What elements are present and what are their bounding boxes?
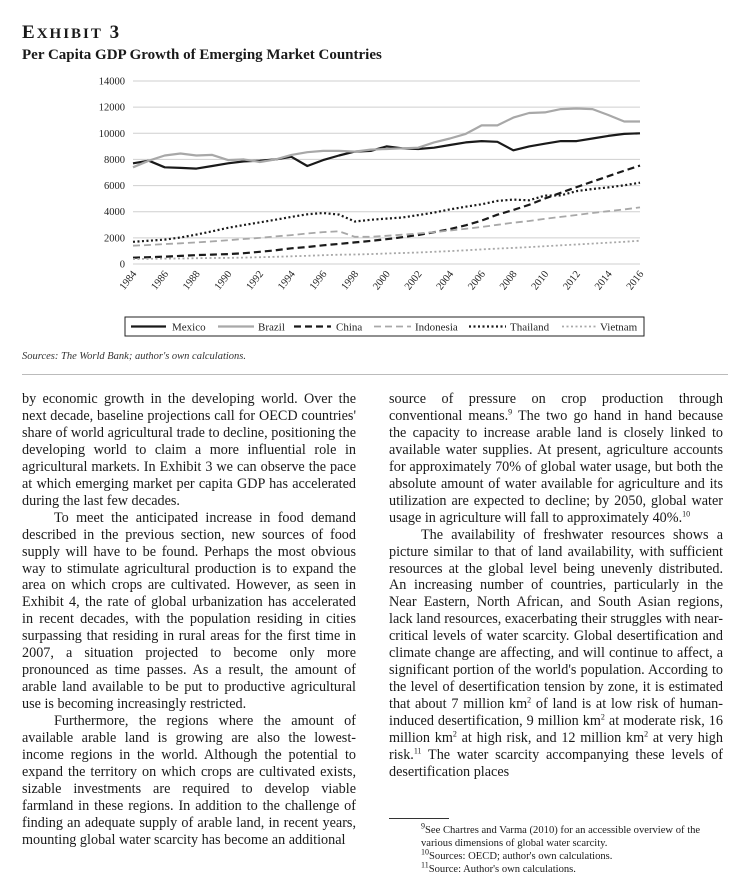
- y-tick-label: 6000: [104, 181, 125, 192]
- x-tick-label: 1986: [149, 269, 171, 292]
- paragraph-economic-growth: by economic growth in the developing wor…: [22, 391, 356, 509]
- x-tick-label: 2002: [403, 269, 425, 292]
- text-span: The availability of freshwater resources…: [389, 526, 723, 713]
- left-text-column: by economic growth in the developing wor…: [22, 391, 356, 849]
- x-tick-label: 1984: [118, 268, 140, 292]
- x-tick-label: 2000: [371, 269, 393, 292]
- exhibit-label-initial: E: [22, 22, 37, 43]
- text-span: of land is at low risk of human-induced …: [389, 696, 723, 730]
- y-tick-label: 10000: [99, 129, 125, 140]
- x-tick-label: 2014: [593, 268, 615, 292]
- legend-label-indonesia: Indonesia: [415, 322, 458, 334]
- exhibit-number: 3: [109, 22, 122, 43]
- footnote-ref-9[interactable]: 9: [508, 407, 513, 417]
- right-text-column: source of pressure on crop production th…: [389, 391, 723, 781]
- footnote-ref-10[interactable]: 10: [682, 508, 691, 518]
- legend-label-mexico: Mexico: [172, 322, 206, 334]
- superscript-squared: 2: [527, 695, 532, 705]
- text-span: source of pressure on crop production th…: [389, 391, 723, 424]
- superscript-squared: 2: [452, 729, 457, 739]
- x-tick-label: 2006: [466, 269, 488, 292]
- legend-label-brazil: Brazil: [258, 322, 285, 334]
- y-tick-label: 8000: [104, 155, 125, 166]
- gdp-line-chart: 0 2000 4000 6000 8000 10000 12000 14000 1984 1986…: [99, 77, 647, 337]
- x-tick-label: 2010: [530, 269, 552, 292]
- paragraph-food-demand: To meet the anticipated increase in food…: [22, 509, 356, 713]
- legend-label-thailand: Thailand: [510, 322, 550, 334]
- footnote-number: 10: [421, 847, 429, 857]
- footnote-ref-11[interactable]: 11: [413, 746, 422, 756]
- footnote-text: Sources: OECD; author's own calculations…: [429, 851, 613, 862]
- superscript-squared: 2: [600, 712, 605, 722]
- x-tick-label: 2012: [561, 269, 583, 292]
- series-line-indonesia: [132, 206, 641, 247]
- x-tick-label: 2004: [435, 268, 457, 292]
- text-span: The water scarcity accompanying these le…: [389, 747, 723, 780]
- footnote-11: 11Source: Author's own calculations.: [389, 860, 723, 876]
- text-span: at high risk, and 12 million km: [456, 730, 645, 747]
- x-tick-label: 1994: [276, 268, 298, 292]
- series-line-mexico: [132, 132, 641, 170]
- series-line-vietnam: [132, 239, 641, 260]
- y-tick-label: 4000: [104, 207, 125, 218]
- text-span: The two go hand in hand because the capa…: [389, 407, 724, 526]
- superscript-squared: 2: [644, 729, 649, 739]
- x-tick-label: 1996: [308, 269, 330, 292]
- footnote-text: Source: Author's own calculations.: [428, 864, 576, 875]
- y-tick-label: 0: [120, 260, 125, 271]
- footnotes: 9See Chartres and Varma (2010) for an ac…: [389, 821, 723, 876]
- paragraph-arable-land: Furthermore, the regions where the amoun…: [22, 713, 356, 848]
- paragraph-freshwater: The availability of freshwater resources…: [389, 527, 723, 781]
- section-divider: [22, 374, 728, 375]
- x-tick-label: 1992: [245, 269, 267, 292]
- footnote-10: 10Sources: OECD; author's own calculatio…: [389, 847, 723, 863]
- x-tick-label: 2008: [498, 269, 520, 292]
- footnote-text: See Chartres and Varma (2010) for an acc…: [421, 825, 701, 849]
- footnote-9: 9See Chartres and Varma (2010) for an ac…: [389, 821, 723, 850]
- x-tick-label: 2016: [625, 269, 647, 292]
- text-span: at moderate risk, 16 million km: [389, 713, 723, 747]
- legend-label-vietnam: Vietnam: [600, 322, 638, 334]
- exhibit-label: EXHIBIT 3: [22, 22, 121, 44]
- chart-sources-note: Sources: The World Bank; author's own ca…: [22, 351, 246, 362]
- footnote-number: 9: [421, 821, 425, 831]
- footnote-number: 11: [421, 860, 429, 870]
- y-tick-label: 14000: [99, 77, 125, 88]
- series-line-thailand: [132, 181, 641, 243]
- footnote-divider: [389, 818, 449, 819]
- chart-title: Per Capita GDP Growth of Emerging Market…: [22, 47, 382, 63]
- x-tick-label: 1990: [213, 269, 235, 292]
- legend-box: [124, 316, 645, 337]
- legend-label-china: China: [336, 322, 362, 334]
- x-tick-label: 1998: [340, 269, 362, 292]
- x-tick-label: 1988: [181, 269, 203, 292]
- text-span: at very high risk.: [389, 730, 723, 764]
- paragraph-water-pressure: source of pressure on crop production th…: [389, 391, 723, 527]
- series-line-brazil: [132, 107, 640, 169]
- exhibit-label-rest: XHIBIT: [36, 26, 103, 42]
- y-tick-label: 12000: [99, 103, 125, 114]
- y-tick-label: 2000: [104, 233, 125, 244]
